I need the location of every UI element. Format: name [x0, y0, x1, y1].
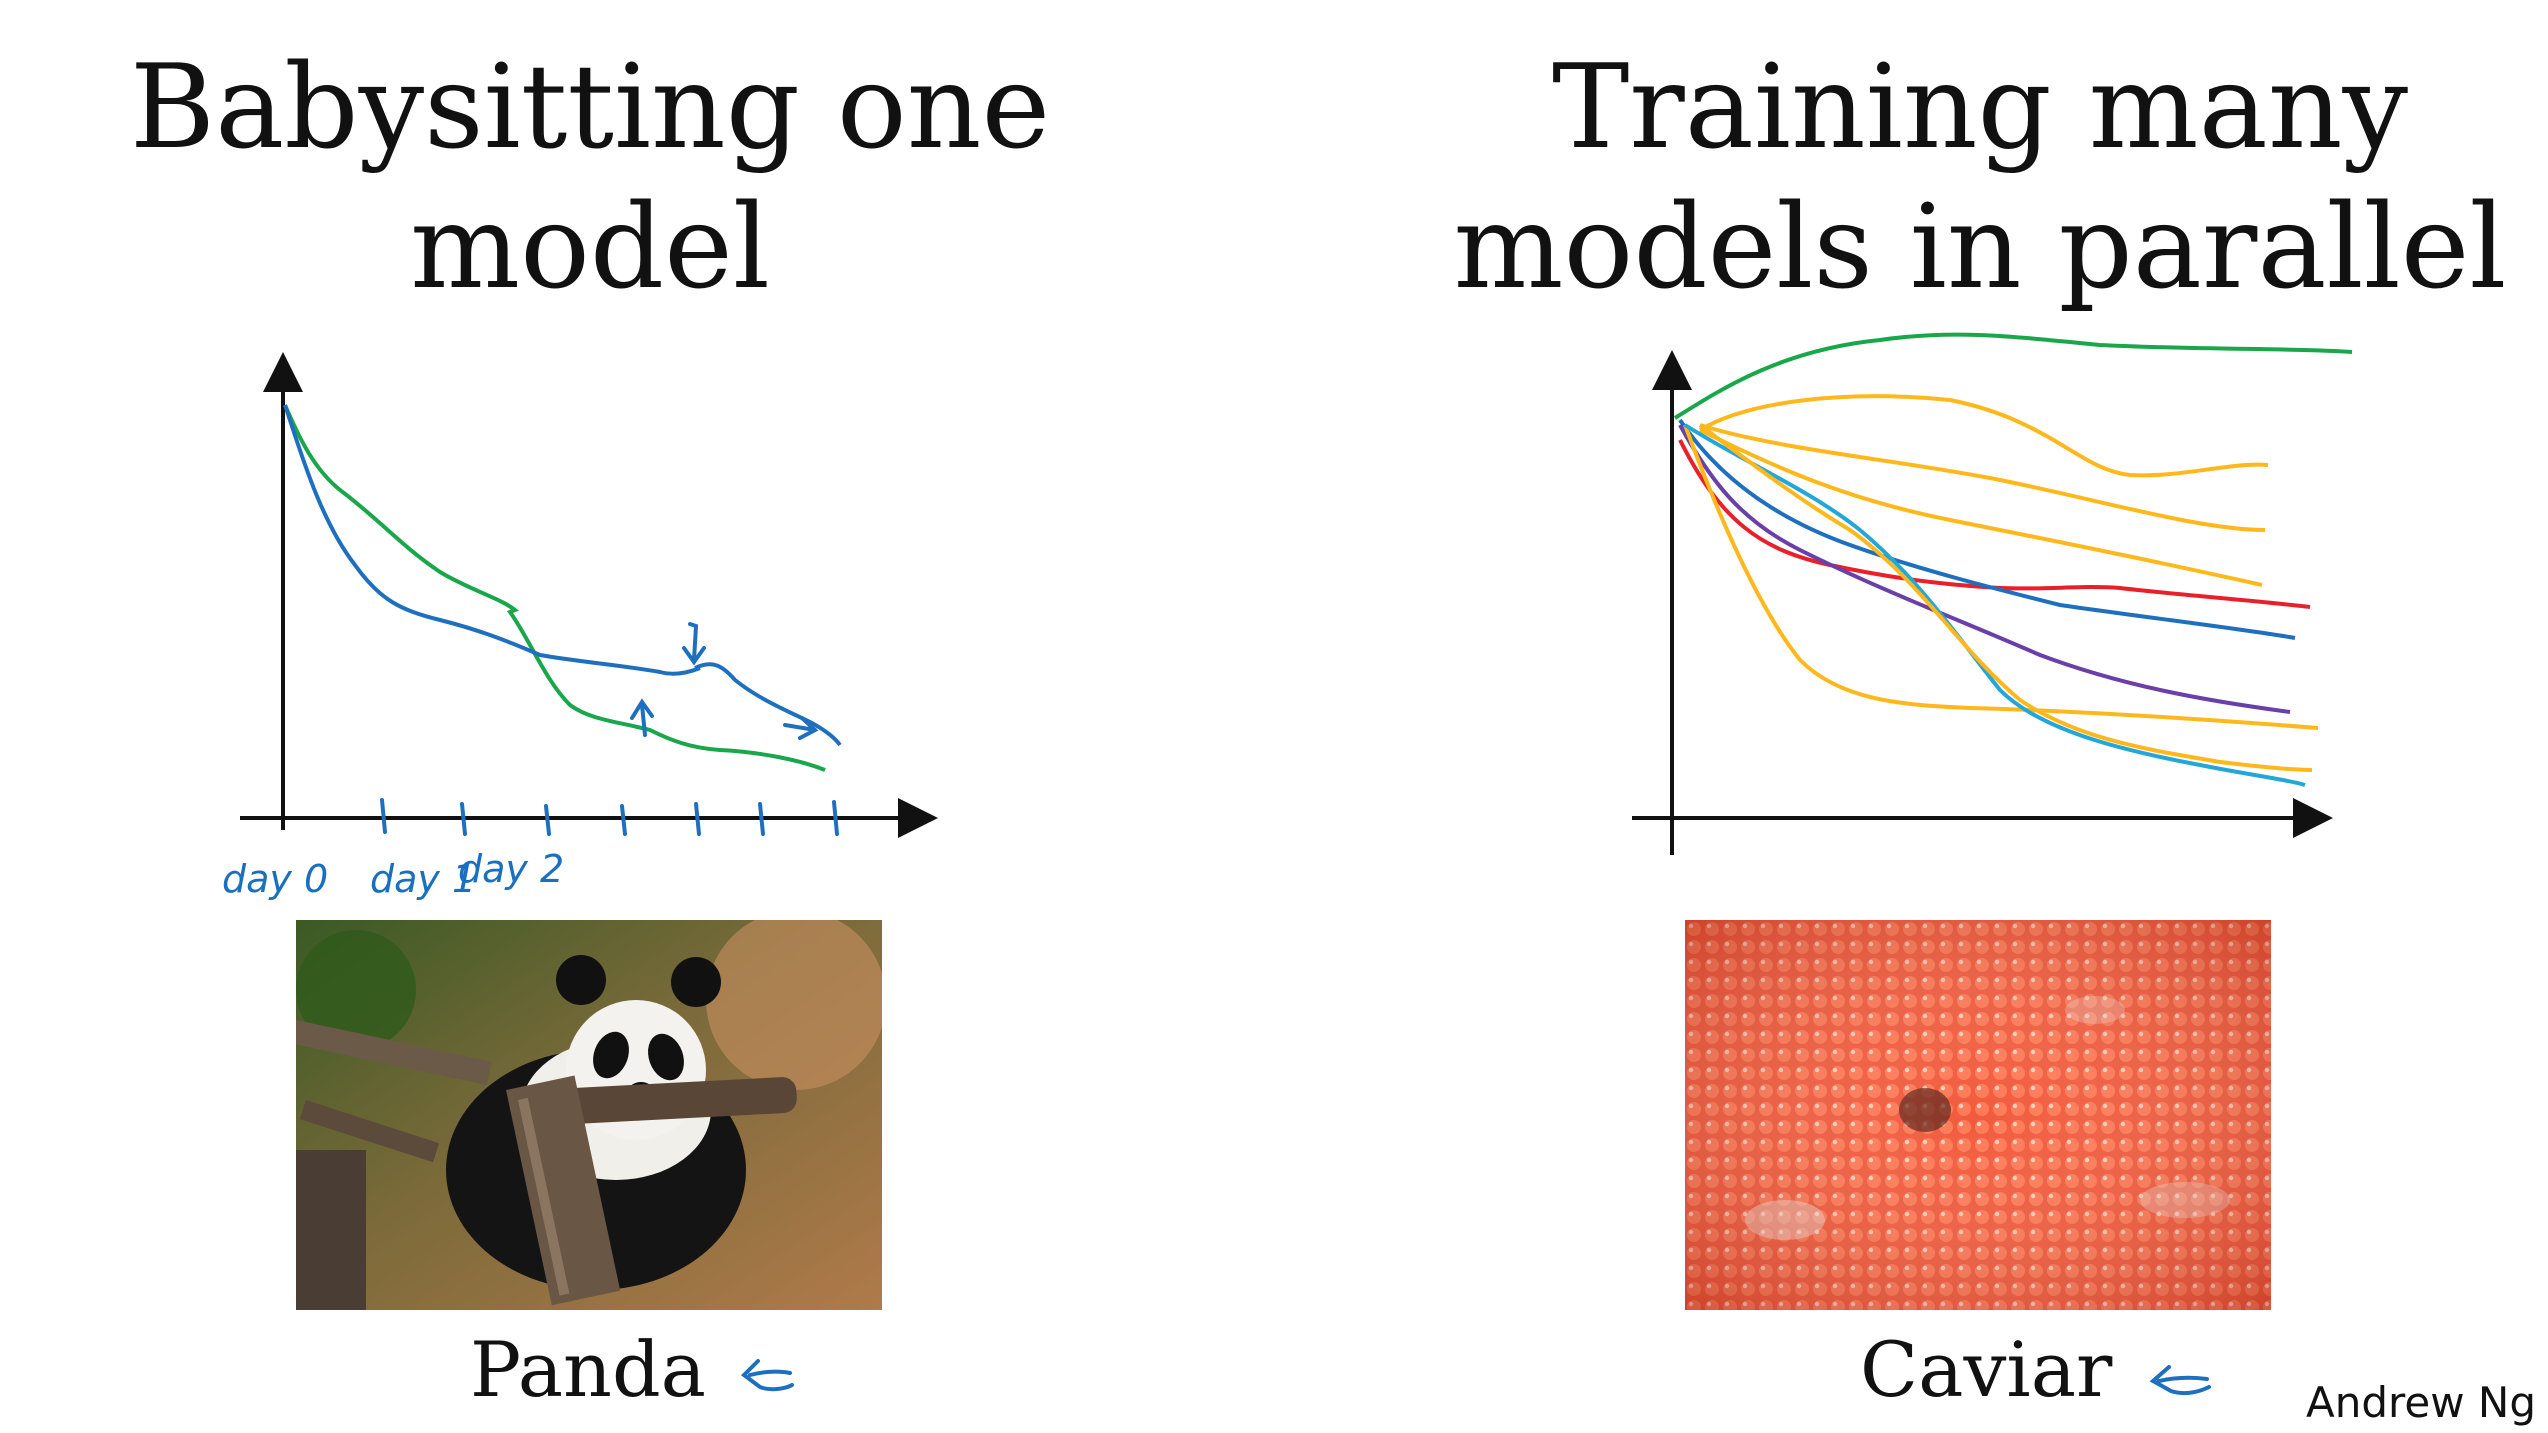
down-arrow-annotation: [682, 622, 706, 666]
left-plot: day 0 day 1 day 2: [222, 352, 938, 901]
yellow-model-curve-5: [1698, 423, 2313, 772]
blue-model-curve: [1678, 418, 2296, 640]
caviar-caption: Caviar: [1860, 1325, 2217, 1414]
green-loss-curve: [283, 404, 826, 772]
day-2-label: day 2: [458, 847, 564, 891]
left-arrow-icon: [2149, 1365, 2211, 1396]
day-1-label: day 1: [370, 857, 476, 901]
up-arrow-annotation: [630, 698, 654, 737]
panda-caption-text: Panda: [470, 1325, 706, 1414]
caviar-photo: [1685, 920, 2271, 1310]
panda-photo: [296, 920, 882, 1310]
blue-loss-curve: [283, 404, 701, 676]
panda-caption: Panda: [470, 1325, 800, 1414]
blue-loss-curve-later: [694, 662, 842, 747]
yellow-model-curve-2: [1699, 423, 2266, 532]
left-title-line1: Babysitting one: [129, 40, 1051, 175]
left-title-line2: model: [410, 180, 770, 315]
day-0-label: day 0: [222, 857, 328, 901]
right-title-line2: models in parallel: [1453, 180, 2507, 315]
yellow-model-curve-1: [1698, 394, 2269, 478]
green-model-curve: [1673, 332, 2353, 420]
right-arrow-annotation: [783, 716, 819, 740]
left-title: Babysitting one model: [60, 38, 1120, 318]
left-arrow-icon: [741, 1359, 795, 1392]
right-title-line1: Training many: [1551, 40, 2409, 175]
author-credit: Andrew Ng: [2306, 1378, 2536, 1427]
right-title: Training many models in parallel: [1390, 38, 2548, 318]
yellow-model-curve-3: [1699, 428, 2263, 587]
yellow-model-curve-4: [1683, 424, 2319, 730]
cyan-model-curve: [1683, 423, 2306, 787]
day-tick-marks: [380, 798, 839, 836]
right-plot: [1632, 332, 2353, 855]
caviar-caption-text: Caviar: [1860, 1325, 2113, 1414]
